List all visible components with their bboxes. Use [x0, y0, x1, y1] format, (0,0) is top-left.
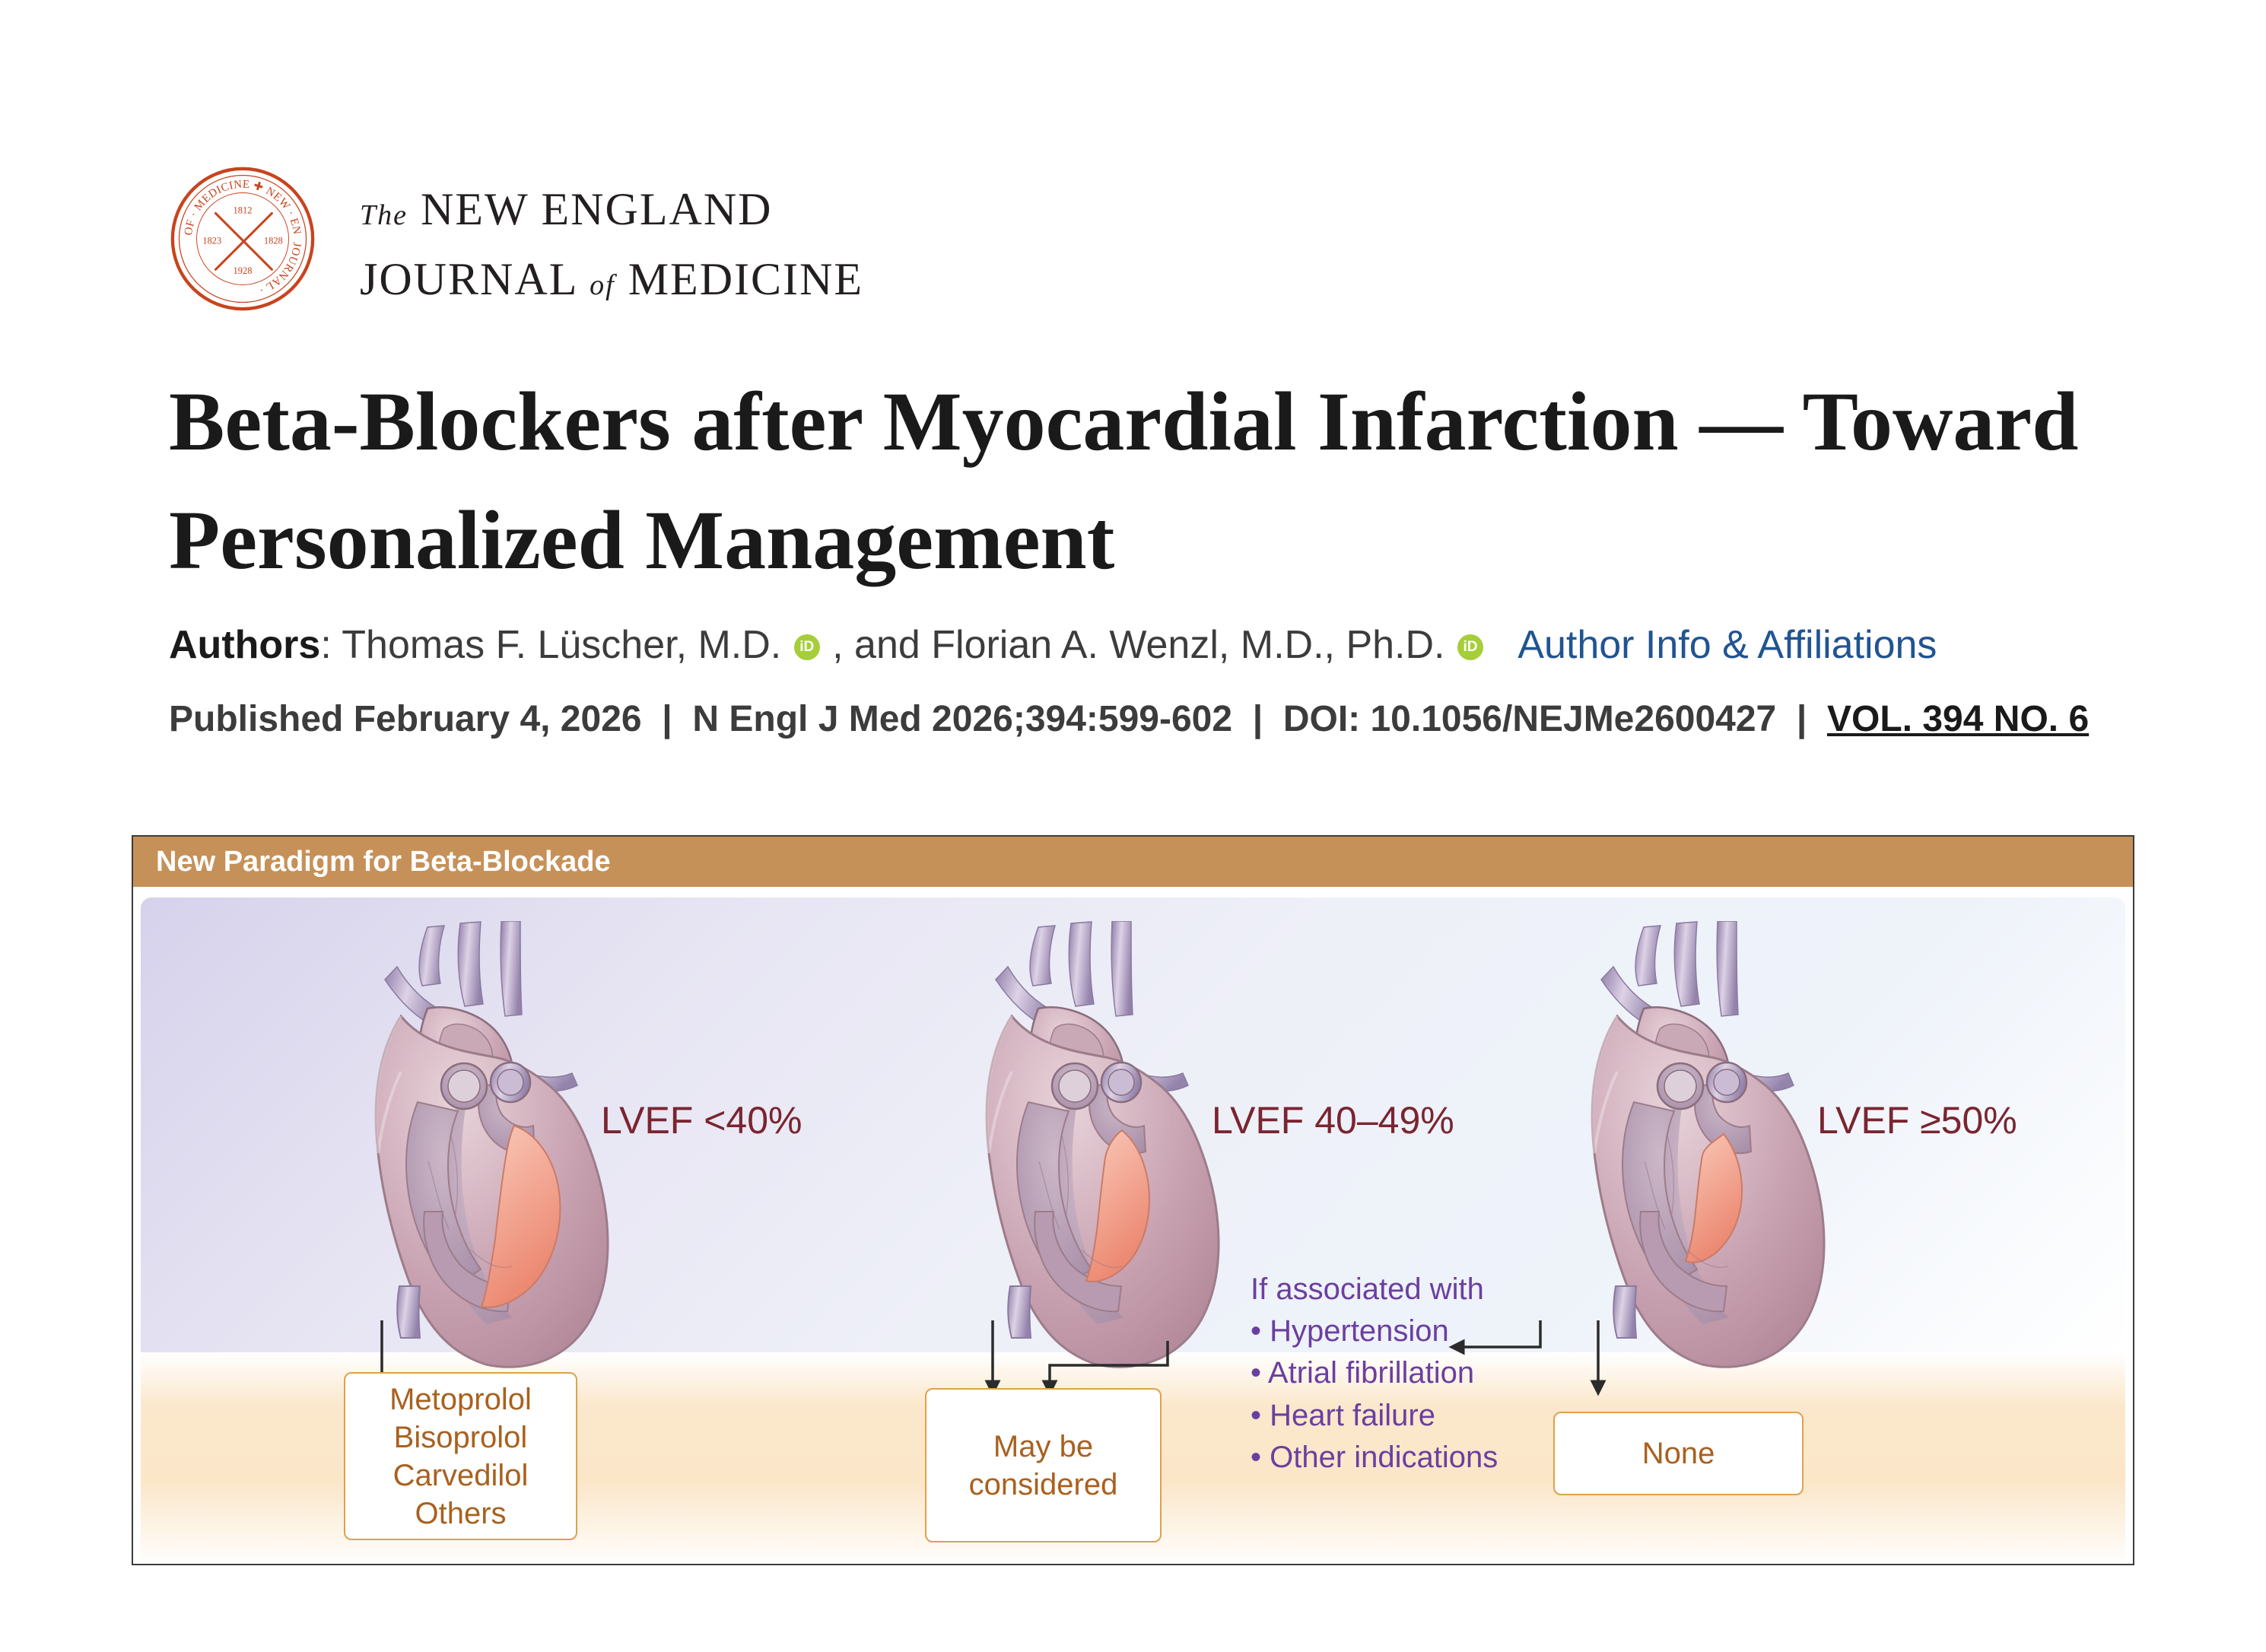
svg-text:1928: 1928	[234, 265, 253, 276]
svg-text:1828: 1828	[264, 236, 283, 246]
svg-text:JOURNAL ·: JOURNAL ·	[257, 242, 303, 297]
svg-text:1823: 1823	[202, 236, 221, 246]
svg-text:OF · MEDICINE ✚ NEW · ENGLAND: OF · MEDICINE ✚ NEW · ENGLAND	[170, 166, 303, 236]
svg-text:1812: 1812	[234, 205, 253, 215]
